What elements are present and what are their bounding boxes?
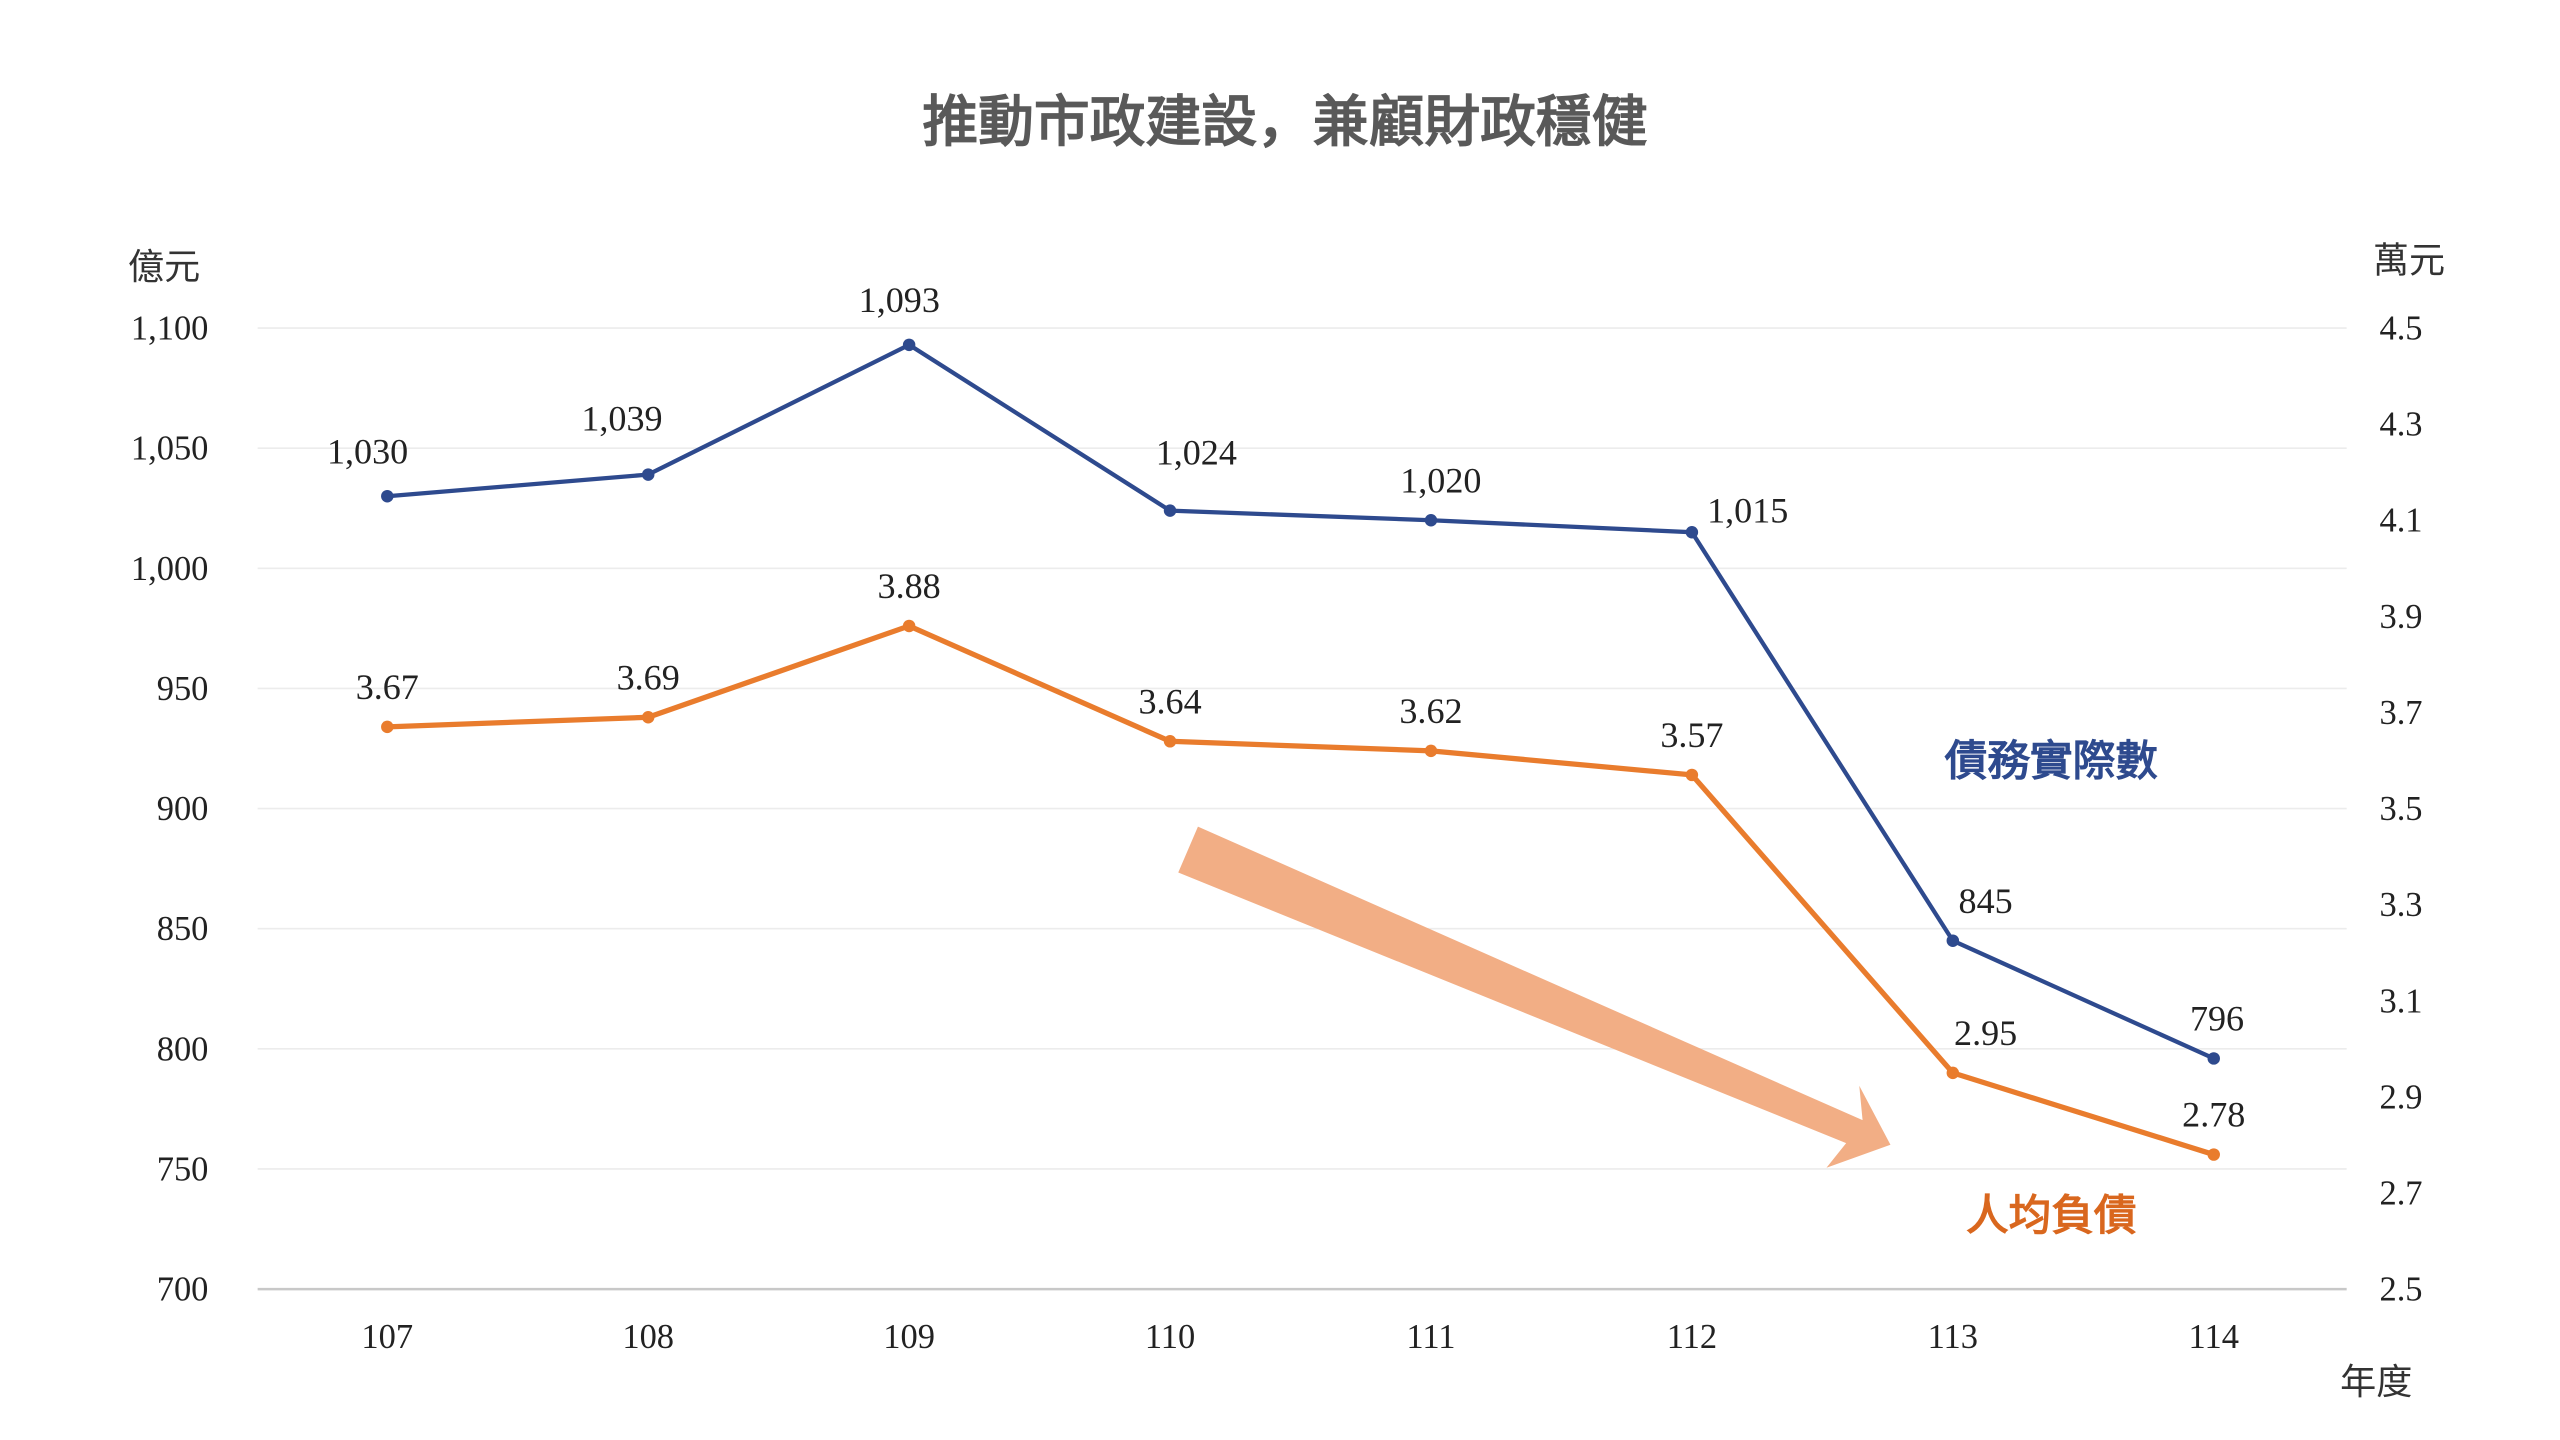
- data-label: 1,093: [859, 280, 940, 320]
- right-tick-label: 3.3: [2379, 886, 2422, 924]
- gridlines: [257, 327, 2347, 1291]
- data-point: [1424, 514, 1438, 527]
- data-label: 3.57: [1660, 715, 1723, 755]
- data-label: 2.95: [1954, 1013, 2017, 1053]
- x-tick-label: 107: [361, 1318, 413, 1356]
- data-label: 3.62: [1399, 691, 1462, 731]
- right-tick-label: 3.7: [2379, 694, 2422, 732]
- data-label: 3.67: [356, 667, 419, 707]
- data-point: [902, 338, 916, 352]
- right-tick-label: 2.7: [2379, 1174, 2422, 1212]
- left-tick-label: 700: [157, 1271, 209, 1309]
- right-tick-label: 2.5: [2379, 1271, 2422, 1309]
- series-group: 1,030 1,039 1,093 1,024 1,020 1,015 845 796 3.67…: [327, 280, 2245, 1161]
- data-point: [381, 489, 394, 503]
- data-point: [1685, 526, 1699, 539]
- data-point: [1163, 504, 1177, 517]
- x-tick-label: 113: [1928, 1318, 1978, 1356]
- left-tick-label: 900: [157, 790, 209, 828]
- trend-arrow: [1178, 826, 1891, 1168]
- data-label: 1,030: [327, 431, 408, 471]
- x-tick-label: 114: [2189, 1318, 2239, 1356]
- data-point: [381, 720, 394, 734]
- right-tick-label: 4.5: [2379, 310, 2422, 348]
- series-line-1: [387, 623, 2215, 1158]
- data-point: [641, 711, 655, 724]
- data-label: 1,024: [1156, 433, 1237, 473]
- right-tick-label: 4.3: [2379, 406, 2422, 444]
- data-point: [902, 619, 916, 633]
- x-tick-label: 112: [1667, 1318, 1717, 1356]
- data-label: 1,020: [1400, 460, 1481, 500]
- series-name-debt: 債務實際數: [1944, 737, 2159, 787]
- data-point: [641, 468, 655, 481]
- data-point: [1163, 735, 1177, 748]
- left-tick-label: 1,000: [131, 550, 209, 588]
- data-label: 1,039: [581, 398, 662, 438]
- data-label: 3.88: [878, 566, 941, 606]
- data-point: [1946, 934, 1960, 947]
- x-tick-label: 110: [1145, 1318, 1195, 1356]
- x-axis-label: 年度: [2340, 1361, 2412, 1403]
- data-point: [1685, 768, 1699, 782]
- series-name-per-capita: 人均負債: [1966, 1191, 2137, 1241]
- x-tick-label: 109: [883, 1318, 935, 1356]
- chart-title: 推動市政建設，兼顧財政穩健: [922, 90, 1647, 155]
- series-line-0: [387, 342, 2215, 1061]
- right-tick-label: 3.5: [2379, 790, 2422, 828]
- left-tick-label: 800: [157, 1030, 209, 1068]
- right-axis-unit: 萬元: [2373, 239, 2445, 281]
- data-label: 796: [2190, 999, 2244, 1039]
- x-tick-label: 111: [1406, 1318, 1455, 1356]
- data-point: [2207, 1148, 2220, 1161]
- right-tick-label: 4.1: [2379, 502, 2422, 540]
- left-tick-label: 750: [157, 1150, 209, 1188]
- right-tick-label: 2.9: [2379, 1078, 2422, 1116]
- data-point: [1946, 1066, 1960, 1080]
- left-tick-label: 950: [157, 670, 209, 708]
- data-label: 3.64: [1138, 681, 1201, 721]
- data-point: [1424, 744, 1438, 758]
- x-tick-label: 108: [622, 1318, 674, 1356]
- left-axis-unit: 億元: [128, 246, 200, 288]
- data-label: 845: [1959, 881, 2013, 921]
- left-tick-label: 1,050: [131, 430, 209, 468]
- right-tick-label: 3.9: [2379, 598, 2422, 636]
- data-point: [2207, 1052, 2220, 1065]
- data-label: 3.69: [617, 657, 680, 697]
- left-tick-label: 850: [157, 910, 209, 948]
- data-label: 2.78: [2182, 1095, 2245, 1135]
- data-label: 1,015: [1707, 490, 1788, 530]
- tick-labels: 700 750 800 850 900 950 1,000 1,050 1,100 2.5 2.7 2…: [131, 310, 2423, 1357]
- left-tick-label: 1,100: [131, 310, 209, 348]
- right-tick-label: 3.1: [2379, 982, 2422, 1020]
